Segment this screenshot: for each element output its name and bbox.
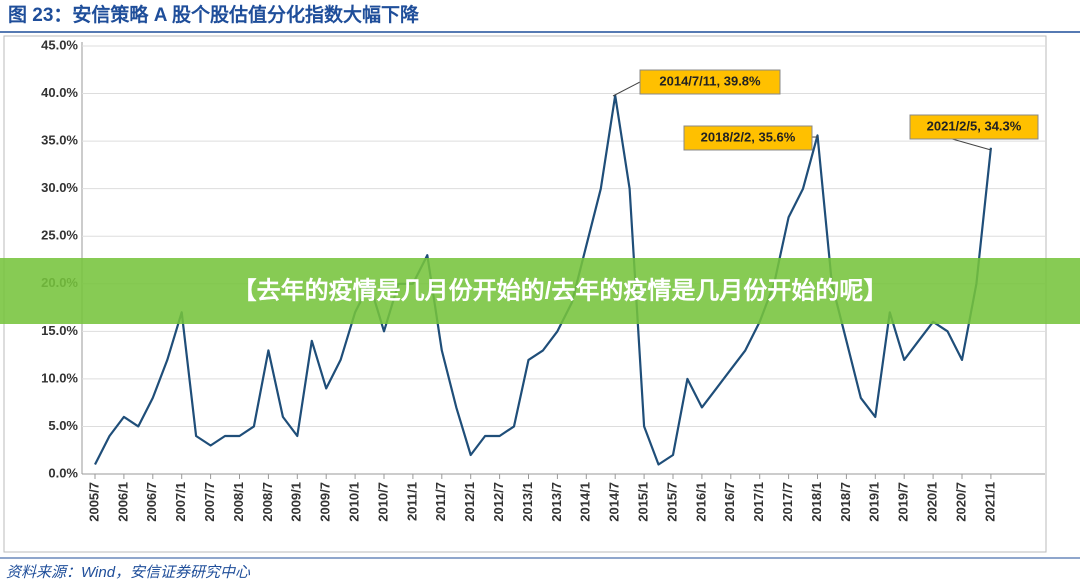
y-tick-label: 35.0% <box>41 133 78 148</box>
x-tick-label: 2012/1 <box>462 482 477 522</box>
x-tick-label: 2005/7 <box>86 482 101 522</box>
x-tick-label: 2015/7 <box>664 482 679 522</box>
x-tick-label: 2008/1 <box>231 482 246 522</box>
annotation-text: 2018/2/2, 35.6% <box>701 129 796 144</box>
x-tick-label: 2011/1 <box>404 482 419 521</box>
x-tick-label: 2016/7 <box>722 482 737 522</box>
x-tick-label: 2006/7 <box>144 482 159 522</box>
y-tick-label: 25.0% <box>41 228 78 243</box>
x-tick-label: 2013/1 <box>520 482 535 522</box>
annotation-box <box>639 69 781 95</box>
y-tick-label: 30.0% <box>41 180 78 195</box>
x-tick-label: 2017/1 <box>751 482 766 522</box>
x-tick-label: 2010/1 <box>347 482 362 522</box>
y-tick-label: 5.0% <box>48 418 78 433</box>
x-tick-label: 2015/1 <box>636 482 651 522</box>
x-tick-label: 2007/1 <box>173 482 188 522</box>
x-tick-label: 2018/7 <box>838 482 853 522</box>
chart-title: 图 23：安信策略 A 股个股估值分化指数大幅下降 <box>8 3 420 26</box>
source: 资料来源：Wind，安信证券研究中心 <box>6 564 251 581</box>
x-tick-label: 2009/1 <box>289 482 304 522</box>
x-tick-label: 2020/1 <box>925 482 940 522</box>
annotation-leader <box>612 81 641 97</box>
annotation-box <box>909 114 1039 140</box>
overlay-banner-text: 【去年的疫情是几月份开始的/去年的疫情是几月份开始的呢】 <box>233 276 888 304</box>
annotation-box <box>683 125 813 151</box>
y-tick-label: 15.0% <box>41 323 78 338</box>
annotation-text: 2014/7/11, 39.8% <box>659 73 761 88</box>
x-tick-label: 2019/7 <box>896 482 911 522</box>
x-tick-label: 2014/1 <box>578 482 593 522</box>
x-tick-label: 2013/7 <box>549 482 564 522</box>
x-tick-label: 2009/7 <box>318 482 333 522</box>
x-tick-label: 2019/1 <box>867 482 882 522</box>
x-tick-label: 2006/1 <box>115 482 130 522</box>
x-tick-label: 2021/1 <box>982 482 997 522</box>
y-tick-label: 0.0% <box>48 465 78 480</box>
x-tick-label: 2016/1 <box>693 482 708 522</box>
y-tick-label: 10.0% <box>41 370 78 385</box>
x-tick-label: 2011/7 <box>433 482 448 521</box>
y-tick-label: 45.0% <box>41 37 78 52</box>
x-tick-label: 2017/7 <box>780 482 795 522</box>
x-tick-label: 2010/7 <box>375 482 390 522</box>
annotation-text: 2021/2/5, 34.3% <box>927 118 1022 133</box>
x-tick-label: 2018/1 <box>809 482 824 522</box>
x-tick-label: 2012/7 <box>491 482 506 522</box>
x-tick-label: 2014/7 <box>607 482 622 522</box>
x-tick-label: 2008/7 <box>260 482 275 522</box>
y-tick-label: 40.0% <box>41 85 78 100</box>
x-tick-label: 2020/7 <box>953 482 968 522</box>
overlay-banner <box>0 258 1080 324</box>
x-tick-label: 2007/7 <box>202 482 217 522</box>
